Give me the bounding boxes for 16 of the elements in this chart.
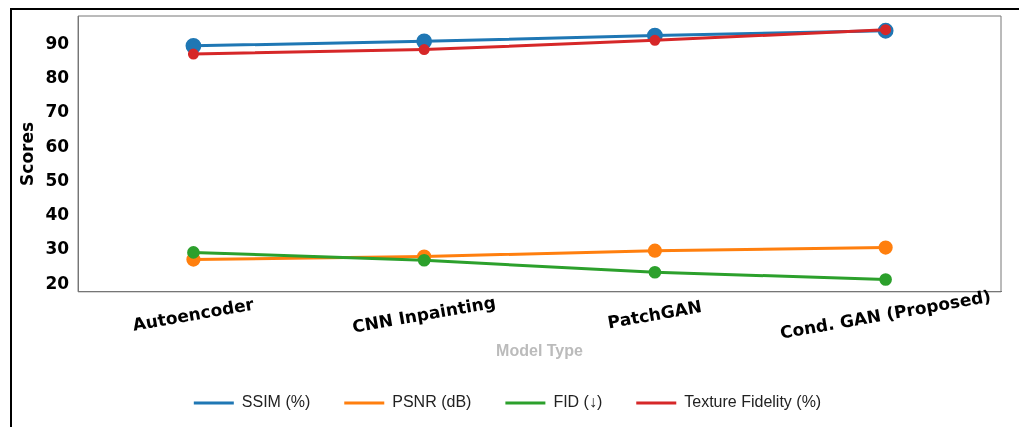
legend-label: SSIM (%) [241, 393, 311, 411]
y-tick-label: 40 [45, 204, 70, 225]
x-axis-title: Model Type [496, 341, 584, 359]
x-tick-label: PatchGAN [606, 296, 704, 333]
y-axis-title: Scores [16, 121, 37, 186]
x-tick-label: CNN Inpainting [350, 291, 498, 337]
legend-label: FID (↓) [553, 393, 603, 411]
y-tick-label: 50 [45, 169, 70, 190]
y-tick-label: 60 [45, 135, 70, 156]
legend-label: Texture Fidelity (%) [684, 393, 822, 411]
y-tick-label: 20 [45, 272, 70, 293]
y-tick-label: 80 [45, 67, 70, 88]
y-tick-label: 90 [45, 32, 70, 53]
y-tick-label: 70 [45, 101, 70, 122]
y-tick-label: 30 [45, 238, 70, 259]
legend-label: PSNR (dB) [392, 393, 472, 411]
